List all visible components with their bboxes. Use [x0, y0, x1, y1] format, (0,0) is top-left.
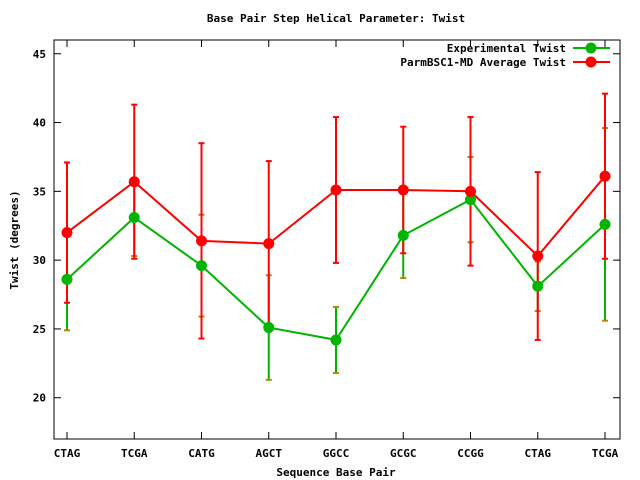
y-tick-label: 20	[33, 392, 46, 405]
legend-marker	[585, 42, 597, 54]
x-tick-label: CTAG	[525, 447, 552, 460]
data-point	[263, 238, 275, 250]
x-tick-label: AGCT	[256, 447, 283, 460]
data-point	[465, 185, 476, 197]
x-axis-label: Sequence Base Pair	[276, 466, 396, 479]
x-tick-label: CTAG	[54, 447, 81, 460]
chart-title: Base Pair Step Helical Parameter: Twist	[207, 12, 465, 25]
y-axis-label: Twist (degrees)	[8, 190, 21, 289]
y-tick-label: 40	[33, 117, 46, 130]
legend-label: Experimental Twist	[447, 42, 566, 55]
x-tick-label: GGCC	[323, 447, 350, 460]
data-point	[465, 194, 476, 206]
data-point	[330, 334, 342, 346]
legend-marker	[585, 56, 597, 68]
data-point	[330, 184, 342, 196]
x-tick-label: GCGC	[390, 447, 417, 460]
x-tick-label: TCGA	[121, 447, 148, 460]
data-point	[397, 184, 409, 196]
y-tick-label: 45	[33, 48, 46, 61]
y-tick-label: 35	[33, 185, 46, 198]
data-point	[532, 280, 544, 292]
x-tick-label: CATG	[188, 447, 215, 460]
data-point	[599, 170, 611, 182]
data-point	[397, 229, 409, 241]
plot-frame	[53, 39, 621, 440]
data-point	[128, 211, 140, 223]
data-point	[61, 227, 73, 239]
x-tick-label: TCGA	[592, 447, 619, 460]
y-tick-label: 30	[33, 254, 46, 267]
data-point	[599, 218, 611, 230]
data-point	[532, 250, 544, 262]
data-point	[128, 176, 140, 188]
data-point	[196, 235, 207, 247]
data-point	[61, 273, 73, 285]
x-tick-label: CCGG	[457, 447, 484, 460]
data-point	[196, 260, 207, 272]
legend-label: ParmBSC1-MD Average Twist	[400, 56, 566, 69]
data-point	[263, 322, 275, 334]
y-tick-label: 25	[33, 323, 46, 336]
